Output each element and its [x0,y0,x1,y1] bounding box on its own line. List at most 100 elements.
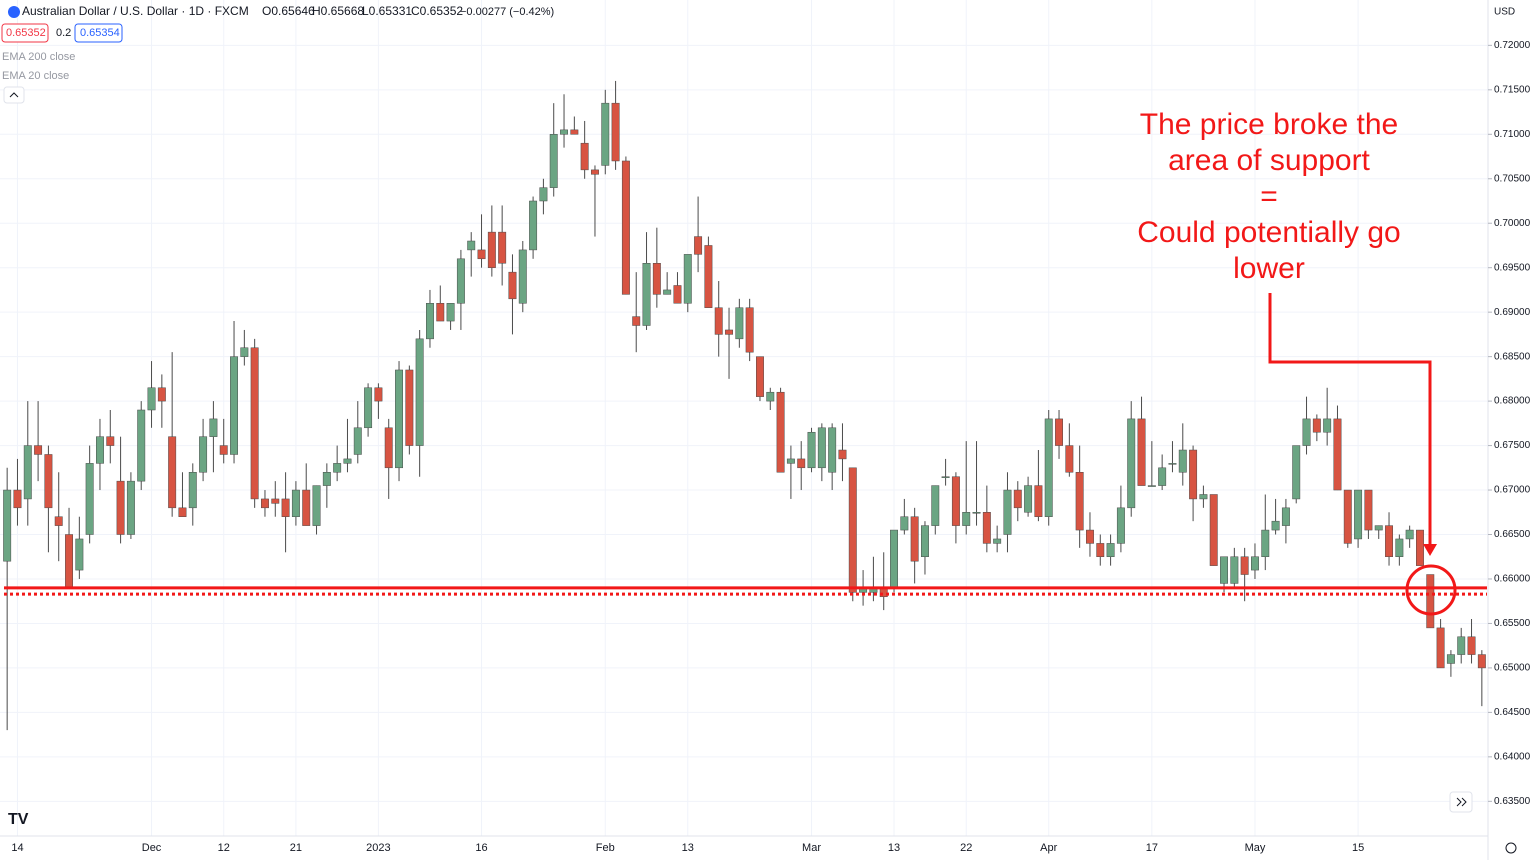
candle-body [1446,654,1455,664]
arrow-head [1423,544,1437,556]
candle-body [632,316,641,326]
candle-body [343,458,352,464]
y-tick-label: 0.68500 [1494,351,1531,362]
settings-button[interactable] [1505,842,1517,854]
candle-body [126,480,135,535]
candle-body [1127,418,1136,509]
candle-body [1251,556,1259,571]
candle-body [714,307,723,335]
breakout-circle [1405,564,1457,616]
candle-body [591,169,599,175]
currency-label[interactable]: USD [1494,7,1515,18]
candle-body [1055,418,1063,446]
candle-body [642,263,651,326]
candle-body [838,449,847,460]
candle-body [611,102,620,162]
y-tick-label: 0.67000 [1494,485,1531,496]
candle-body [261,498,269,509]
candle-body [1364,489,1373,531]
candle-body [405,369,414,446]
candle-body [1024,485,1033,513]
candle-body [1261,529,1270,557]
candle-body [34,445,43,455]
candle-body [941,476,950,478]
y-tick-label: 0.66000 [1494,574,1531,585]
candle-body [951,476,960,526]
candle-body [1374,525,1383,531]
annotation-text: area of support [1168,144,1370,177]
y-tick-label: 0.69000 [1494,307,1531,318]
candle-body [271,498,280,504]
y-tick-label: 0.71000 [1494,129,1531,140]
candle-body [199,436,208,473]
candle-body [962,512,971,526]
candle-body [23,445,32,500]
candle-body [797,458,806,469]
candle-body [426,303,434,340]
candle-body [1343,489,1352,544]
candle-body [1158,467,1167,486]
candle-body [725,329,733,335]
candle-body [1168,463,1177,465]
y-tick-label: 0.63500 [1494,796,1531,807]
candle-body [704,245,713,308]
candle-body [1106,543,1115,557]
candle-body [766,391,775,402]
x-tick-label: 12 [218,842,230,854]
candle-body [157,387,166,402]
indicator-label[interactable]: EMA 20 close [2,70,69,82]
symbol-title[interactable]: Australian Dollar / U.S. Dollar · 1D · F… [22,4,249,18]
candle-body [1209,494,1218,566]
indicator-label[interactable]: EMA 200 close [2,51,75,63]
candle-body [498,231,507,264]
candle-body [1137,418,1146,486]
y-tick-label: 0.68000 [1494,396,1531,407]
bid-box[interactable] [1,23,49,43]
grid [0,0,1488,836]
candle-body [1240,556,1249,575]
collapse-button[interactable] [3,86,25,104]
candle-body [178,507,187,517]
x-tick-label: 21 [290,842,302,854]
candle-body [281,498,290,517]
y-tick-label: 0.69500 [1494,262,1531,273]
y-tick-label: 0.65000 [1494,663,1531,674]
ohlc-change: −0.00277 (−0.42%) [460,6,554,18]
x-tick-label: 2023 [366,842,390,854]
y-tick-label: 0.71500 [1494,84,1531,95]
annotation-arrow [1268,293,1432,548]
candle-body [1220,556,1228,584]
candle-body [106,436,115,446]
ohlc-high: H0.65668 [312,4,364,18]
candle-body [291,489,300,517]
candle-body [1281,507,1290,526]
candle-body [776,391,785,473]
x-tick-label: Dec [142,842,162,854]
candle-body [240,347,249,357]
candle-body [529,200,538,251]
candle-body [1385,525,1393,557]
candle-body [333,463,342,473]
scroll-icon [1456,797,1467,807]
logo[interactable]: TV [8,811,29,828]
candle-body [683,254,692,304]
x-tick-label: May [1245,842,1266,854]
candle-body [745,307,754,353]
x-tick-label: 13 [888,842,900,854]
candle-body [1405,529,1414,540]
candle-body [1436,627,1445,669]
candle-body [137,409,146,482]
candle-body [364,387,373,429]
x-tick-label: 17 [1146,842,1158,854]
y-tick-label: 0.65500 [1494,618,1531,629]
y-tick-label: 0.72000 [1494,40,1531,51]
spread: 0.2 [56,27,71,39]
candle-body [456,258,465,304]
candle-body [570,129,579,135]
candle-body [817,427,826,469]
ask-box[interactable] [74,23,123,43]
x-tick-label: 14 [11,842,23,854]
candle-body [580,142,589,171]
y-tick-label: 0.70500 [1494,173,1531,184]
